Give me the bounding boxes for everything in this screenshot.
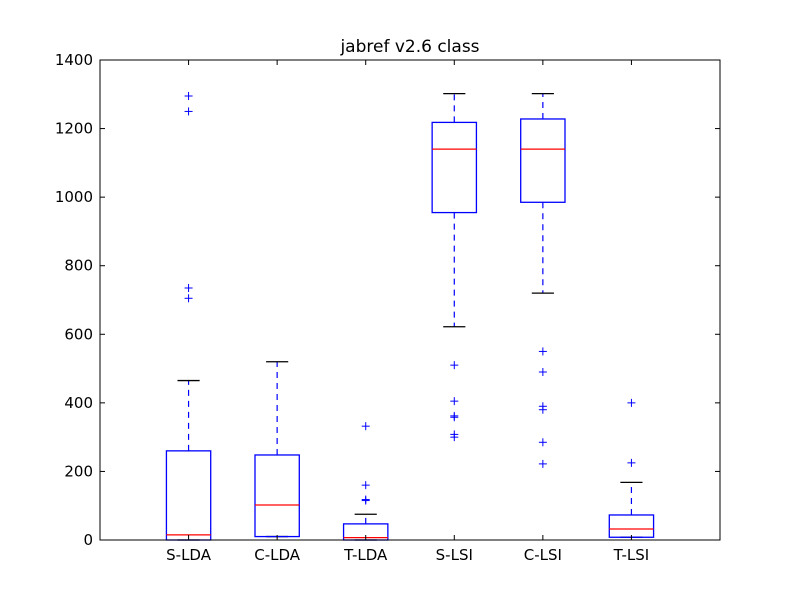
box-group-t-lda	[342, 422, 389, 541]
outlier-point	[538, 402, 547, 411]
x-tick-label: S-LDA	[166, 546, 212, 564]
outlier-point	[450, 361, 459, 370]
x-tick-label: T-LSI	[613, 546, 650, 564]
box-iqr	[608, 514, 655, 538]
outlier-point	[361, 422, 370, 431]
plot-frame	[99, 59, 721, 541]
y-tick-label: 200	[64, 462, 93, 480]
x-tick-label: T-LDA	[343, 546, 388, 564]
box-iqr	[165, 450, 212, 541]
y-tick-label: 1200	[55, 120, 93, 138]
x-tick-label: S-LSI	[436, 546, 473, 564]
x-tick-label: C-LSI	[524, 546, 562, 564]
box-iqr	[431, 121, 478, 214]
chart-title: jabref v2.6 class	[339, 37, 479, 57]
box-group-t-lsi	[608, 398, 655, 538]
outlier-point	[538, 368, 547, 376]
y-tick-label: 1400	[55, 51, 93, 69]
box-group-s-lda	[165, 92, 212, 541]
box-iqr	[254, 454, 300, 538]
outlier-point	[538, 347, 547, 356]
y-tick-label: 1000	[55, 188, 93, 206]
box-group-c-lda	[254, 361, 300, 538]
outlier-point	[627, 458, 636, 467]
box-group-s-lsi	[431, 92, 478, 442]
y-tick-label: 0	[83, 531, 93, 549]
outlier-point	[184, 92, 193, 100]
outlier-point	[538, 438, 547, 447]
y-tick-label: 400	[64, 394, 93, 412]
outlier-point	[361, 495, 370, 504]
outlier-point	[361, 481, 370, 490]
outlier-point	[627, 398, 636, 407]
box-group-c-lsi	[520, 92, 566, 468]
outlier-point	[184, 107, 193, 116]
outlier-point	[450, 430, 459, 439]
outlier-point	[450, 411, 459, 420]
outlier-point	[538, 459, 547, 468]
outlier-point	[450, 397, 459, 406]
y-tick-label: 600	[64, 325, 93, 343]
box-iqr	[520, 118, 566, 203]
x-tick-label: C-LDA	[254, 546, 301, 564]
outlier-point	[184, 284, 193, 292]
outlier-point	[184, 294, 193, 303]
y-tick-label: 800	[64, 257, 93, 275]
